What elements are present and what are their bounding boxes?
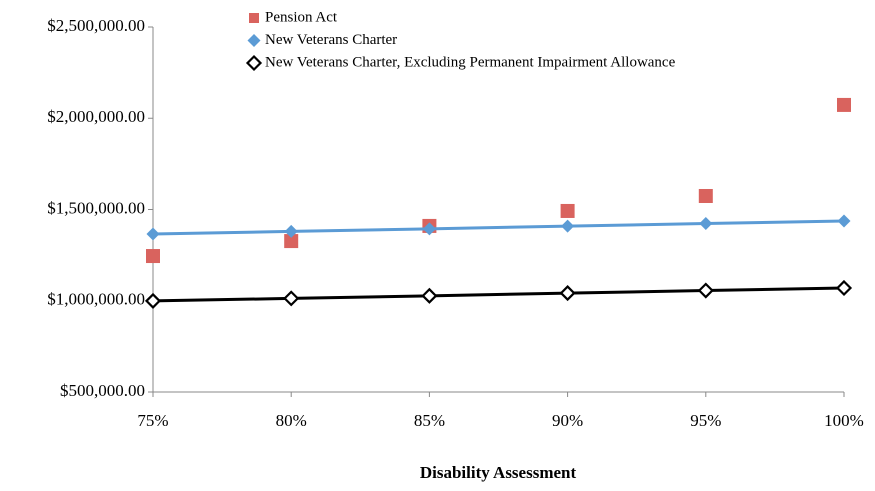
data-point: [560, 203, 575, 218]
y-tick-label: $2,500,000.00: [47, 16, 145, 35]
data-point: [561, 219, 575, 233]
data-point: [698, 188, 713, 203]
x-axis-label: Disability Assessment: [420, 463, 577, 482]
data-point: [283, 290, 300, 307]
data-point: [284, 224, 298, 238]
data-point: [146, 249, 160, 264]
x-tick-label: 100%: [824, 411, 864, 430]
x-tick-label: 90%: [552, 411, 583, 430]
data-point: [699, 217, 713, 231]
series-line: [152, 219, 845, 236]
legend-label: Pension Act: [265, 9, 338, 25]
legend-label: New Veterans Charter, Excluding Permanen…: [265, 54, 676, 70]
legend-label: New Veterans Charter: [265, 32, 397, 48]
data-point: [284, 234, 299, 249]
series-line: [152, 286, 845, 303]
data-point: [837, 214, 851, 228]
data-point: [422, 222, 436, 236]
data-point: [421, 287, 438, 304]
x-tick-label: 80%: [276, 411, 307, 430]
data-point: [837, 97, 851, 112]
data-point: [146, 227, 160, 241]
y-tick-label: $1,500,000.00: [47, 198, 145, 217]
legend: Pension Act New Veterans Charter New Veter…: [245, 9, 676, 72]
y-tick-label: $500,000.00: [60, 381, 145, 400]
legend-marker: [247, 34, 261, 47]
y-tick-label: $2,000,000.00: [47, 107, 145, 126]
legend-marker: [245, 54, 263, 72]
legend-marker: [249, 13, 259, 23]
y-tick-label: $1,000,000.00: [47, 290, 145, 309]
data-point: [835, 279, 853, 297]
x-tick-label: 85%: [414, 411, 445, 430]
data-point: [559, 285, 576, 302]
data-point: [144, 292, 162, 309]
x-tick-label: 75%: [137, 411, 168, 430]
data-point: [697, 282, 714, 299]
x-tick-label: 95%: [690, 411, 721, 430]
